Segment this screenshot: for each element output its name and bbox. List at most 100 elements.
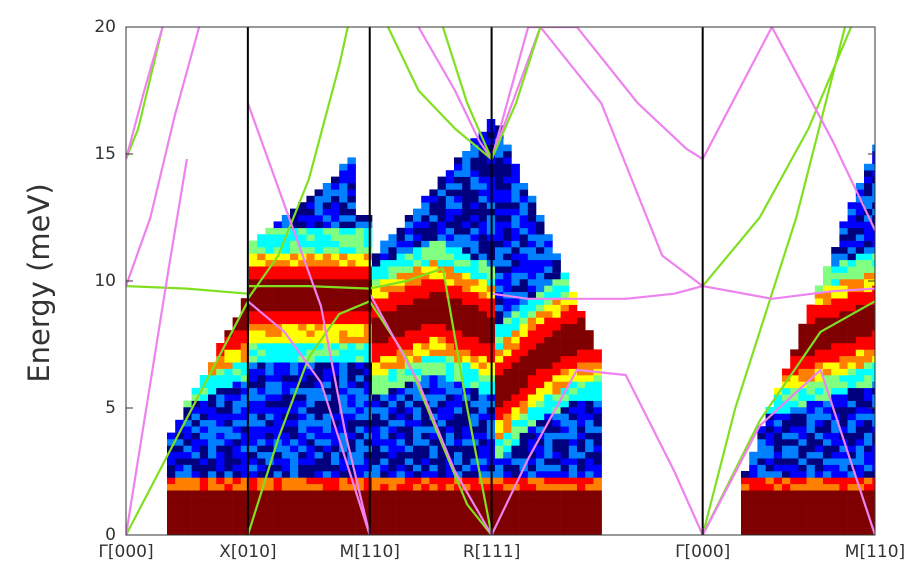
heatmap-cell [839,509,848,517]
heatmap-cell [191,439,201,446]
heatmap-cell [527,375,537,382]
heatmap-cell [790,445,799,453]
heatmap-cell [380,464,389,472]
heatmap-cell [855,317,865,325]
heatmap-cell [281,407,291,414]
intensity-heatmap [167,119,875,535]
heatmap-cell [331,451,340,459]
heatmap-cell [372,445,381,453]
heatmap-cell [273,445,283,453]
heatmap-cell [741,471,750,478]
heatmap-cell [511,477,520,485]
heatmap-cell [355,483,365,491]
heatmap-cell [847,253,857,261]
heatmap-cell [322,323,332,331]
heatmap-cell [847,221,857,229]
heatmap-cell [765,419,775,427]
heatmap-cell [782,394,791,401]
heatmap-cell [544,362,553,369]
heatmap-cell [847,247,857,254]
heatmap-cell [413,304,422,312]
heatmap-cell [839,387,848,395]
heatmap-cell [298,311,307,318]
heatmap-cell [823,477,832,485]
heatmap-cell [437,464,447,472]
heatmap-cell [249,503,258,510]
heatmap-cell [265,259,274,267]
heatmap-cell [765,464,775,472]
heatmap-cell [470,208,479,216]
heatmap-cell [511,221,520,229]
heatmap-cell [831,291,840,299]
heatmap-cell [478,163,488,171]
heatmap-cell [511,515,520,523]
heatmap-cell [568,323,578,331]
heatmap-cell [191,509,201,517]
heatmap-cell [478,227,488,235]
heatmap-cell [855,419,865,427]
heatmap-cell [240,311,250,318]
heatmap-cell [396,387,406,395]
heatmap-cell [519,323,529,331]
heatmap-cell [388,439,397,446]
heatmap-cell [183,509,192,517]
heatmap-cell [872,291,875,299]
heatmap-cell [232,439,242,446]
heatmap-cell [527,247,537,254]
heatmap-cell [790,387,799,395]
heatmap-cell [495,432,504,440]
heatmap-cell [495,355,504,363]
heatmap-cell [355,496,365,504]
heatmap-cell [511,266,520,273]
heatmap-cell [552,394,561,401]
heatmap-cell [314,355,324,363]
heatmap-cell [257,266,266,273]
heatmap-cell [445,432,455,440]
heatmap-cell [404,349,414,357]
heatmap-cell [544,317,553,325]
heatmap-cell [413,387,422,395]
heatmap-cell [388,259,397,267]
heatmap-cell [798,522,807,529]
heatmap-cell [823,432,832,440]
heatmap-cell [290,483,299,491]
heatmap-cell [544,343,553,350]
heatmap-cell [199,496,209,504]
heatmap-cell [839,522,848,529]
heatmap-cell [347,221,356,229]
heatmap-cell [503,253,512,261]
heatmap-cell [290,330,299,337]
heatmap-cell [167,496,176,504]
heatmap-cell [437,400,447,408]
heatmap-cell [519,400,529,408]
heatmap-cell [519,215,529,222]
heatmap-cell [429,445,438,453]
heatmap-cell [585,355,594,363]
heatmap-cell [257,522,266,529]
heatmap-cell [454,157,463,165]
heatmap-cell [782,477,791,485]
heatmap-cell [552,285,561,293]
heatmap-cell [478,304,488,312]
heatmap-cell [413,259,422,267]
heatmap-cell [413,432,422,440]
heatmap-cell [331,285,340,293]
heatmap-cell [388,368,397,376]
heatmap-cell [273,311,283,318]
heatmap-cell [404,445,414,453]
heatmap-cell [224,509,233,517]
heatmap-cell [462,368,471,376]
heatmap-cell [798,381,807,389]
heatmap-cell [265,247,274,254]
heatmap-cell [396,496,406,504]
heatmap-cell [544,528,553,535]
heatmap-cell [314,387,324,395]
heatmap-cell [527,215,537,222]
heatmap-cell [322,490,332,497]
heatmap-cell [577,375,586,382]
heatmap-cell [872,515,875,523]
heatmap-cell [593,445,602,453]
heatmap-cell [240,400,250,408]
heatmap-cell [478,413,488,421]
